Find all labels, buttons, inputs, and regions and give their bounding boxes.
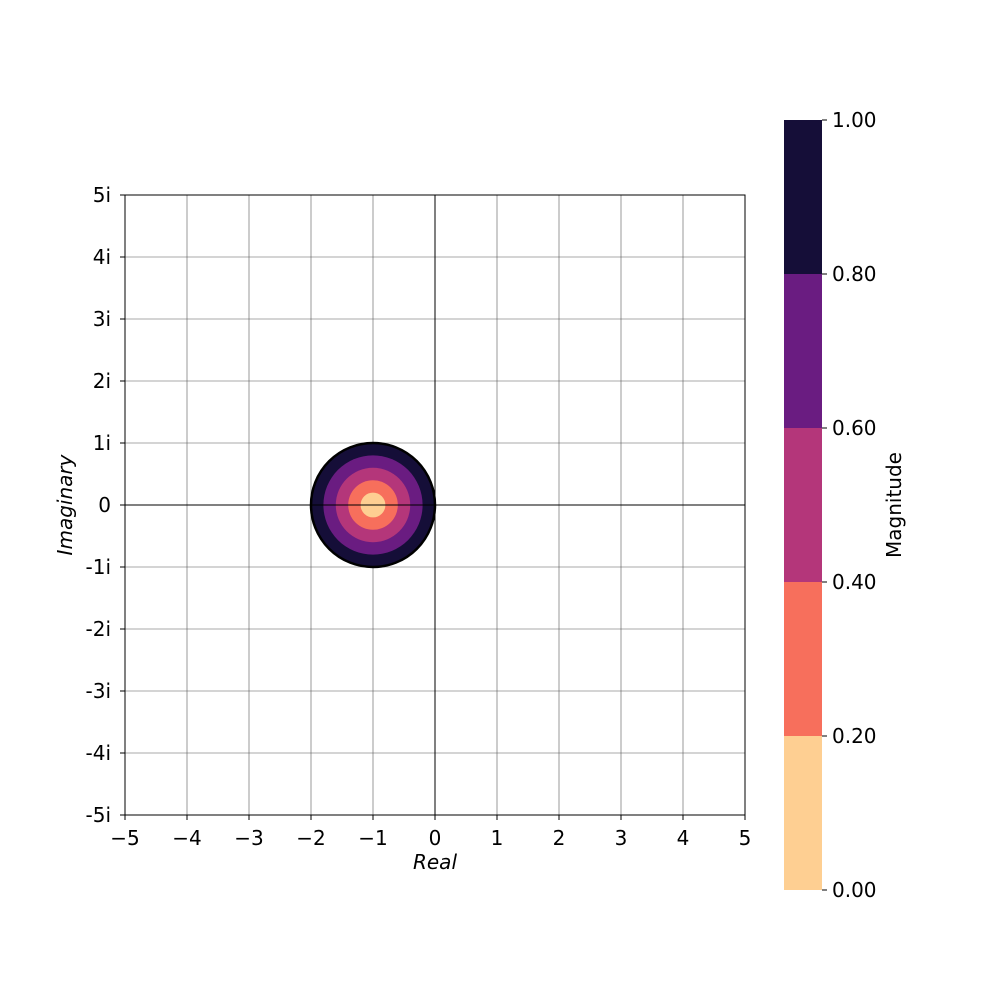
x-tick-label: 1 bbox=[491, 826, 504, 850]
colorbar-tick-label: 0.20 bbox=[832, 724, 877, 748]
colorbar-tick-label: 0.40 bbox=[832, 570, 877, 594]
colorbar: 0.00 0.20 0.40 0.60 0.80 1.00 bbox=[784, 108, 877, 902]
y-tick-label: -2i bbox=[86, 617, 112, 641]
colorbar-tick-label: 0.80 bbox=[832, 262, 877, 286]
colorbar-segment bbox=[784, 428, 822, 582]
magnitude-disk bbox=[309, 441, 437, 569]
x-tick-label: −4 bbox=[172, 826, 201, 850]
y-tick-label: -3i bbox=[86, 679, 112, 703]
x-tick-label: 3 bbox=[615, 826, 628, 850]
x-tick-label: 4 bbox=[677, 826, 690, 850]
colorbar-tick-label: 0.00 bbox=[832, 878, 877, 902]
y-tick-label: 4i bbox=[93, 245, 111, 269]
x-tick-label: 2 bbox=[553, 826, 566, 850]
y-tick-label: -4i bbox=[86, 741, 112, 765]
x-tick-label: −2 bbox=[296, 826, 325, 850]
colorbar-segment bbox=[784, 120, 822, 274]
x-axis-label: Real bbox=[413, 850, 457, 874]
plot-frame bbox=[124, 194, 746, 816]
x-tick-label: 5 bbox=[739, 826, 752, 850]
colorbar-segment bbox=[784, 582, 822, 736]
x-tick-label: −1 bbox=[358, 826, 387, 850]
x-tick-label: 0 bbox=[429, 826, 442, 850]
y-tick-label: 5i bbox=[93, 183, 111, 207]
colorbar-segment bbox=[784, 274, 822, 428]
y-tick-label: -5i bbox=[86, 803, 112, 827]
y-tick-label: -1i bbox=[86, 555, 112, 579]
y-tick-label: 1i bbox=[93, 431, 111, 455]
y-axis-label: Imaginary bbox=[53, 453, 77, 555]
y-tick-labels: 5i 4i 3i 2i 1i 0 -1i -2i -3i -4i -5i bbox=[86, 183, 112, 827]
y-tick-label: 0 bbox=[98, 493, 111, 517]
colorbar-tick-label: 0.60 bbox=[832, 416, 877, 440]
y-tick-label: 2i bbox=[93, 369, 111, 393]
axes bbox=[120, 194, 746, 820]
colorbar-segment bbox=[784, 736, 822, 890]
x-tick-label: −3 bbox=[234, 826, 263, 850]
y-tick-label: 3i bbox=[93, 307, 111, 331]
x-tick-labels: −5 −4 −3 −2 −1 0 1 2 3 4 5 bbox=[110, 826, 751, 850]
x-tick-label: −5 bbox=[110, 826, 139, 850]
colorbar-label: Magnitude bbox=[882, 452, 906, 558]
colorbar-tick-label: 1.00 bbox=[832, 108, 877, 132]
